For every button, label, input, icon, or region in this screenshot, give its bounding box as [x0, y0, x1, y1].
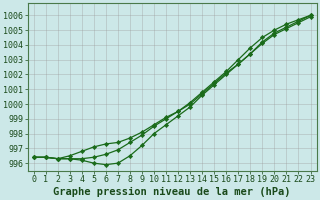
X-axis label: Graphe pression niveau de la mer (hPa): Graphe pression niveau de la mer (hPa) [53, 186, 291, 197]
